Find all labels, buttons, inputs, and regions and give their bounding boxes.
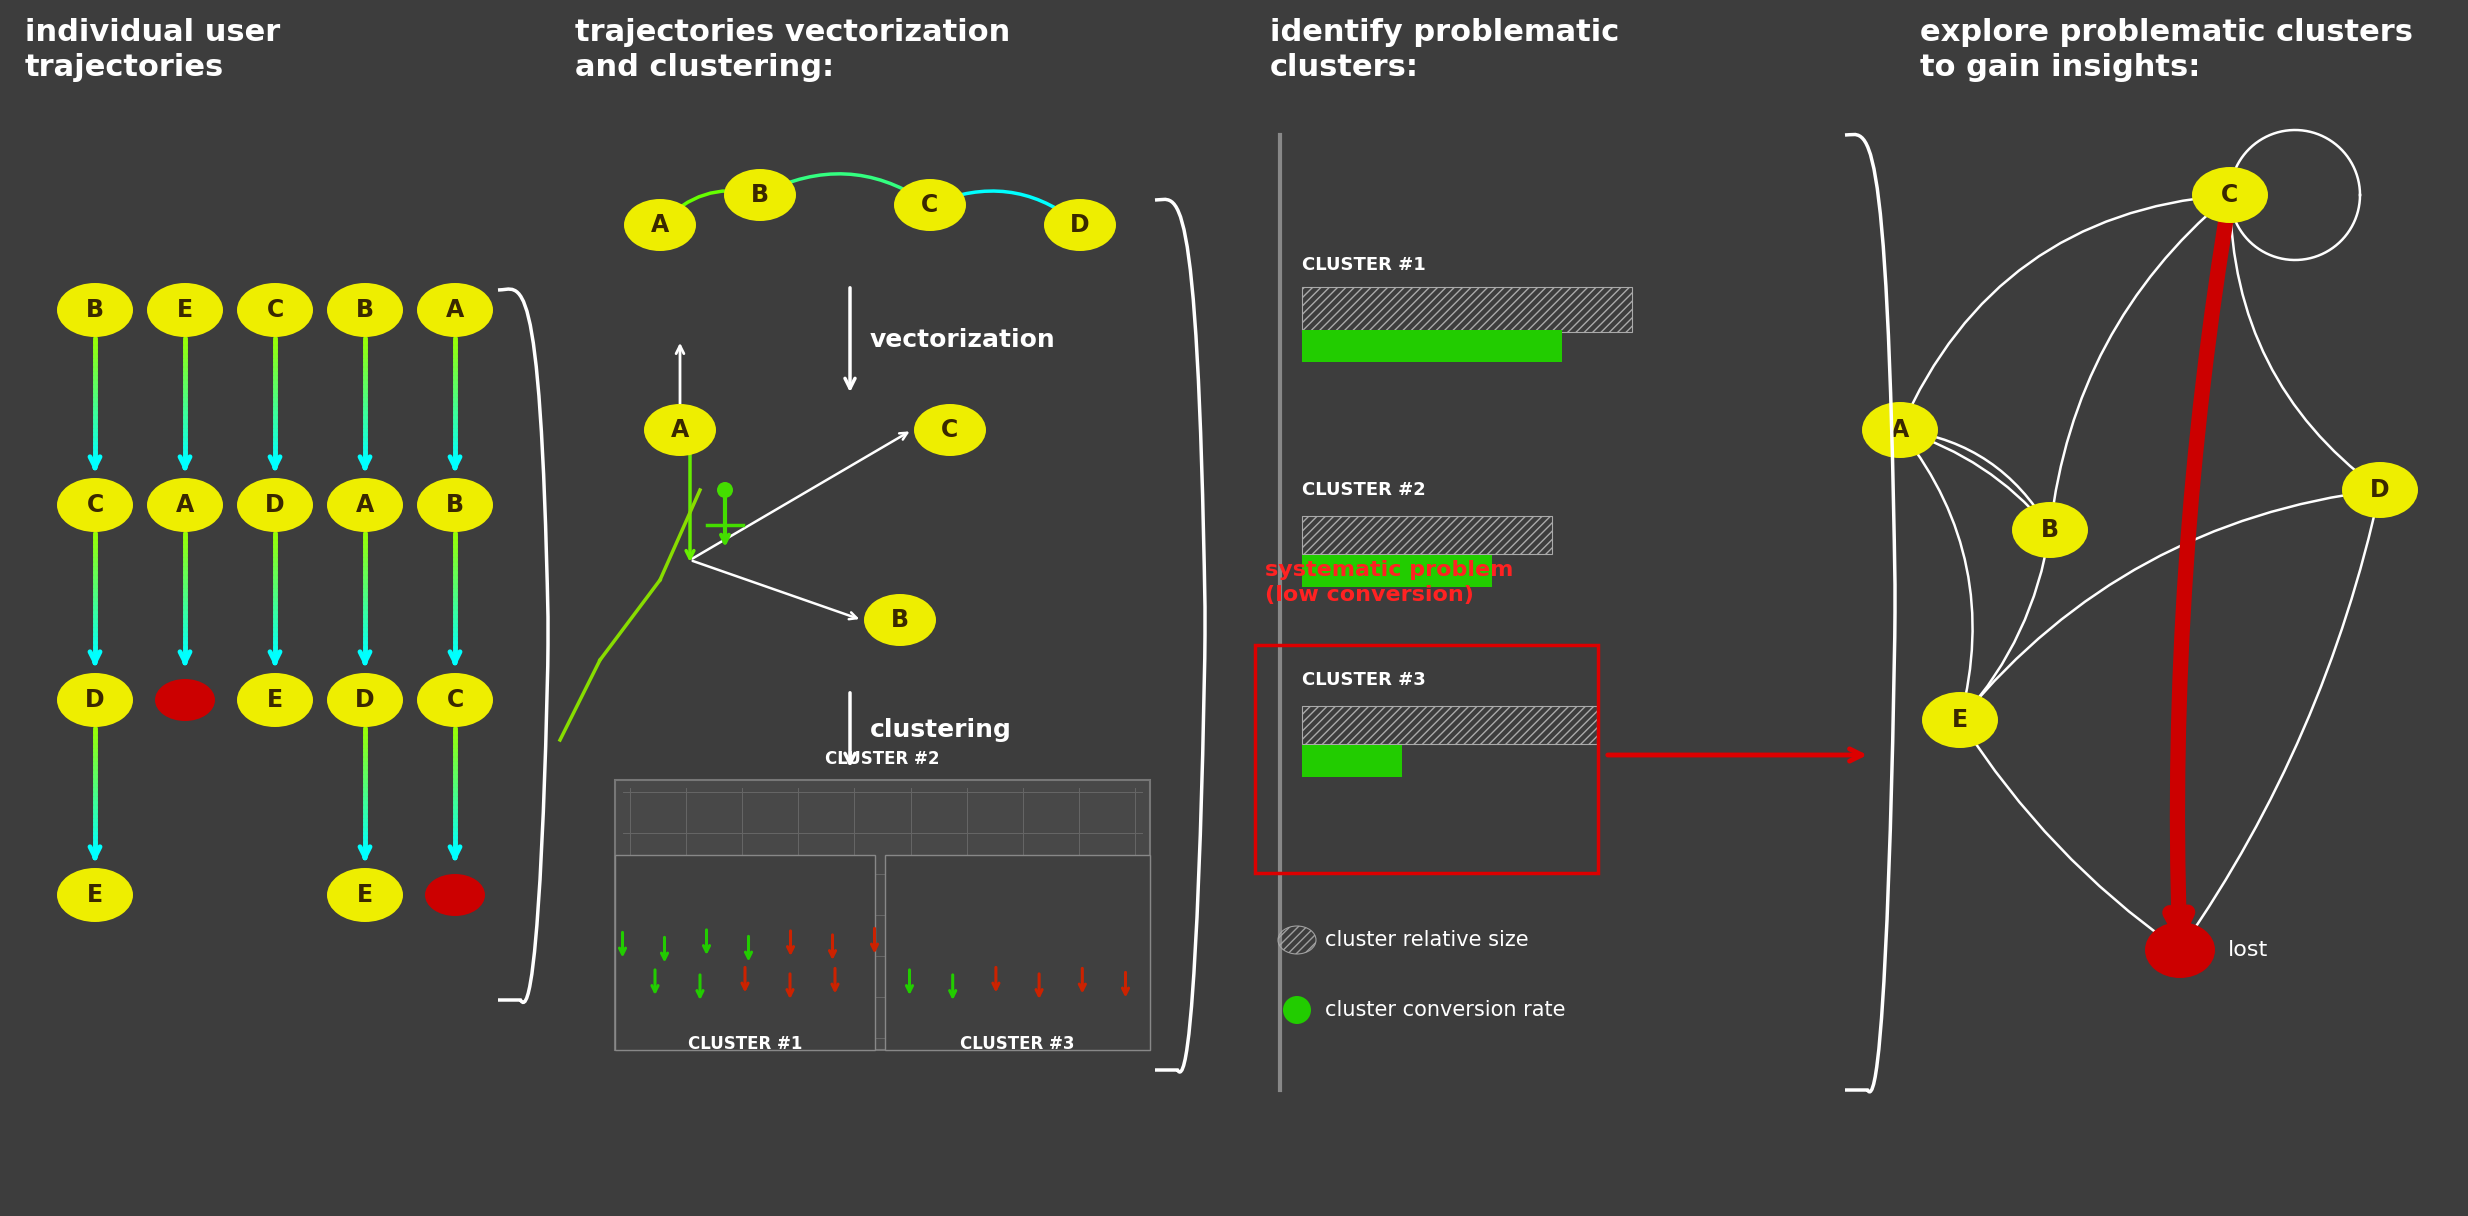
Ellipse shape [644,404,716,456]
Ellipse shape [424,874,486,916]
Text: CLUSTER #2: CLUSTER #2 [824,750,940,769]
Text: E: E [1952,708,1967,732]
Text: cluster conversion rate: cluster conversion rate [1325,1000,1565,1020]
Ellipse shape [864,593,935,646]
Text: B: B [355,298,375,322]
Ellipse shape [148,478,222,533]
Bar [1303,745,1402,777]
Text: D: D [86,688,104,713]
Ellipse shape [237,672,313,727]
Text: systematic problem
(low conversion): systematic problem (low conversion) [1266,561,1513,606]
Text: CLUSTER #1: CLUSTER #1 [689,1035,802,1053]
FancyBboxPatch shape [615,779,1150,1049]
Ellipse shape [326,868,402,922]
Ellipse shape [1923,692,1999,748]
Text: A: A [671,418,689,441]
Text: D: D [2369,478,2389,502]
Text: C: C [940,418,958,441]
Text: D: D [355,688,375,713]
Bar [1303,706,1597,744]
Text: CLUSTER #1: CLUSTER #1 [1303,257,1427,274]
Text: E: E [358,883,373,907]
Bar [1303,554,1493,587]
Text: E: E [267,688,284,713]
Bar [1303,287,1631,332]
Text: clustering: clustering [871,717,1012,742]
Text: A: A [175,492,195,517]
Ellipse shape [417,672,494,727]
Circle shape [1283,996,1311,1024]
Text: B: B [2041,518,2058,542]
Text: A: A [355,492,375,517]
Ellipse shape [913,404,987,456]
Text: vectorization: vectorization [871,328,1056,351]
Text: D: D [1071,213,1091,237]
Ellipse shape [57,478,133,533]
Text: B: B [891,608,908,632]
Ellipse shape [417,283,494,337]
Ellipse shape [237,478,313,533]
Text: identify problematic
clusters:: identify problematic clusters: [1271,18,1619,81]
Text: CLUSTER #3: CLUSTER #3 [960,1035,1074,1053]
Ellipse shape [326,283,402,337]
Ellipse shape [326,672,402,727]
Ellipse shape [2342,462,2419,518]
Ellipse shape [1861,402,1937,458]
Ellipse shape [57,672,133,727]
Text: B: B [750,182,770,207]
Ellipse shape [148,283,222,337]
Text: E: E [86,883,104,907]
Text: E: E [178,298,193,322]
Text: A: A [1890,418,1910,441]
Text: B: B [447,492,464,517]
Ellipse shape [237,283,313,337]
Ellipse shape [2145,922,2214,978]
Ellipse shape [718,482,733,499]
Ellipse shape [155,679,215,721]
Ellipse shape [57,868,133,922]
Text: C: C [2221,182,2238,207]
Ellipse shape [624,199,696,250]
Text: C: C [921,193,938,216]
Text: CLUSTER #2: CLUSTER #2 [1303,482,1427,499]
Text: C: C [447,688,464,713]
Ellipse shape [2011,502,2088,558]
Ellipse shape [326,478,402,533]
Text: C: C [86,492,104,517]
Text: cluster relative size: cluster relative size [1325,930,1528,950]
Ellipse shape [417,478,494,533]
Text: A: A [652,213,669,237]
Text: explore problematic clusters
to gain insights:: explore problematic clusters to gain ins… [1920,18,2414,81]
Ellipse shape [1044,199,1116,250]
Text: B: B [86,298,104,322]
Text: CLUSTER #3: CLUSTER #3 [1303,671,1427,689]
Text: individual user
trajectories: individual user trajectories [25,18,281,81]
Text: lost: lost [2229,940,2268,959]
Ellipse shape [57,283,133,337]
Text: D: D [264,492,284,517]
Ellipse shape [2192,167,2268,223]
Text: C: C [267,298,284,322]
Text: A: A [447,298,464,322]
FancyBboxPatch shape [886,855,1150,1049]
Bar [1303,516,1552,554]
Ellipse shape [723,169,797,221]
Text: trajectories vectorization
and clustering:: trajectories vectorization and clusterin… [575,18,1009,81]
Bar [1303,330,1562,362]
Ellipse shape [893,179,965,231]
FancyBboxPatch shape [615,855,876,1049]
